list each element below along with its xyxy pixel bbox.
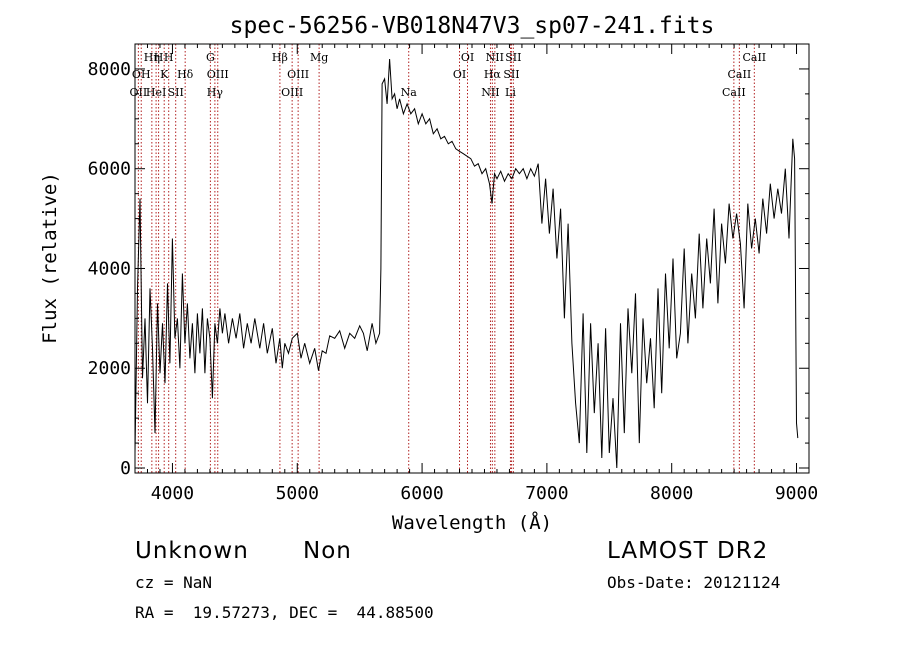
spectral-line-label: Na bbox=[401, 86, 418, 99]
spectral-line-label: OII bbox=[130, 86, 148, 99]
x-tick-label: 4000 bbox=[151, 483, 194, 504]
y-tick-label: 6000 bbox=[88, 159, 131, 180]
x-tick-label: 7000 bbox=[525, 483, 568, 504]
object-subclass: Non bbox=[303, 538, 352, 564]
chart-title: spec-56256-VB018N47V3_sp07-241.fits bbox=[230, 13, 715, 39]
x-tick-label: 6000 bbox=[400, 483, 443, 504]
spectral-line-label: CaII bbox=[728, 68, 752, 81]
spectral-line-label: H bbox=[164, 51, 174, 64]
x-tick-label: 5000 bbox=[276, 483, 319, 504]
survey-name: LAMOST DR2 bbox=[607, 538, 769, 564]
spectral-line-label: HeI bbox=[146, 86, 166, 99]
spectral-line-label: OIII bbox=[281, 86, 303, 99]
x-axis-ticks: 4000 5000 6000 7000 8000 9000 bbox=[134, 44, 818, 504]
observation-date: Obs-Date: 20121124 bbox=[607, 573, 781, 592]
sky-coordinates: RA = 19.57273, DEC = 44.88500 bbox=[135, 603, 434, 622]
x-axis-label: Wavelength (Å) bbox=[392, 511, 552, 534]
spectral-line-label: K bbox=[160, 68, 169, 81]
y-tick-label: 8000 bbox=[88, 59, 131, 80]
x-tick-label: 8000 bbox=[650, 483, 693, 504]
y-tick-label: 4000 bbox=[88, 258, 131, 279]
spectral-line-label: Li bbox=[505, 86, 516, 99]
spectral-line-label: Mg bbox=[310, 51, 328, 64]
spectral-line-label: SII bbox=[505, 51, 521, 64]
spectral-line-label: OIII bbox=[287, 68, 309, 81]
spectral-line-label: H bbox=[154, 51, 164, 64]
spectral-line-label: SII bbox=[168, 86, 184, 99]
y-axis-ticks: 0 2000 4000 6000 8000 bbox=[88, 43, 809, 479]
spectral-line-label: G bbox=[206, 51, 215, 64]
spectral-line-label: NII bbox=[481, 86, 499, 99]
spectral-line-label: SII bbox=[503, 68, 519, 81]
spectral-line-label: NII bbox=[486, 51, 504, 64]
spectral-line-markers bbox=[137, 44, 755, 473]
spectral-line-label: CaII bbox=[742, 51, 766, 64]
redshift-value: cz = NaN bbox=[135, 573, 213, 592]
x-tick-label: 9000 bbox=[775, 483, 818, 504]
y-tick-label: 0 bbox=[120, 458, 131, 479]
spectrum-line bbox=[134, 58, 799, 469]
spectral-line-label: OI bbox=[461, 51, 474, 64]
spectral-line-label: Hη bbox=[144, 51, 160, 64]
object-class: Unknown bbox=[135, 538, 249, 564]
spectral-line-label: OI bbox=[453, 68, 466, 81]
spectral-line-label: Hγ bbox=[207, 86, 224, 99]
spectral-line-label: OIII bbox=[207, 68, 229, 81]
y-tick-label: 2000 bbox=[88, 358, 131, 379]
spectral-line-label: Hβ bbox=[272, 51, 288, 64]
y-axis-label: Flux (relative) bbox=[39, 172, 61, 344]
spectral-line-label: Hδ bbox=[177, 68, 194, 81]
spectral-line-label: OH bbox=[132, 68, 151, 81]
spectral-line-label: CaII bbox=[722, 86, 746, 99]
spectral-line-labels: OIIOHHηHeIHKHSIIHδGHγOIIIHβOIIIOIIIMgNaO… bbox=[130, 51, 767, 99]
spectral-line-label: Hα bbox=[484, 68, 502, 81]
